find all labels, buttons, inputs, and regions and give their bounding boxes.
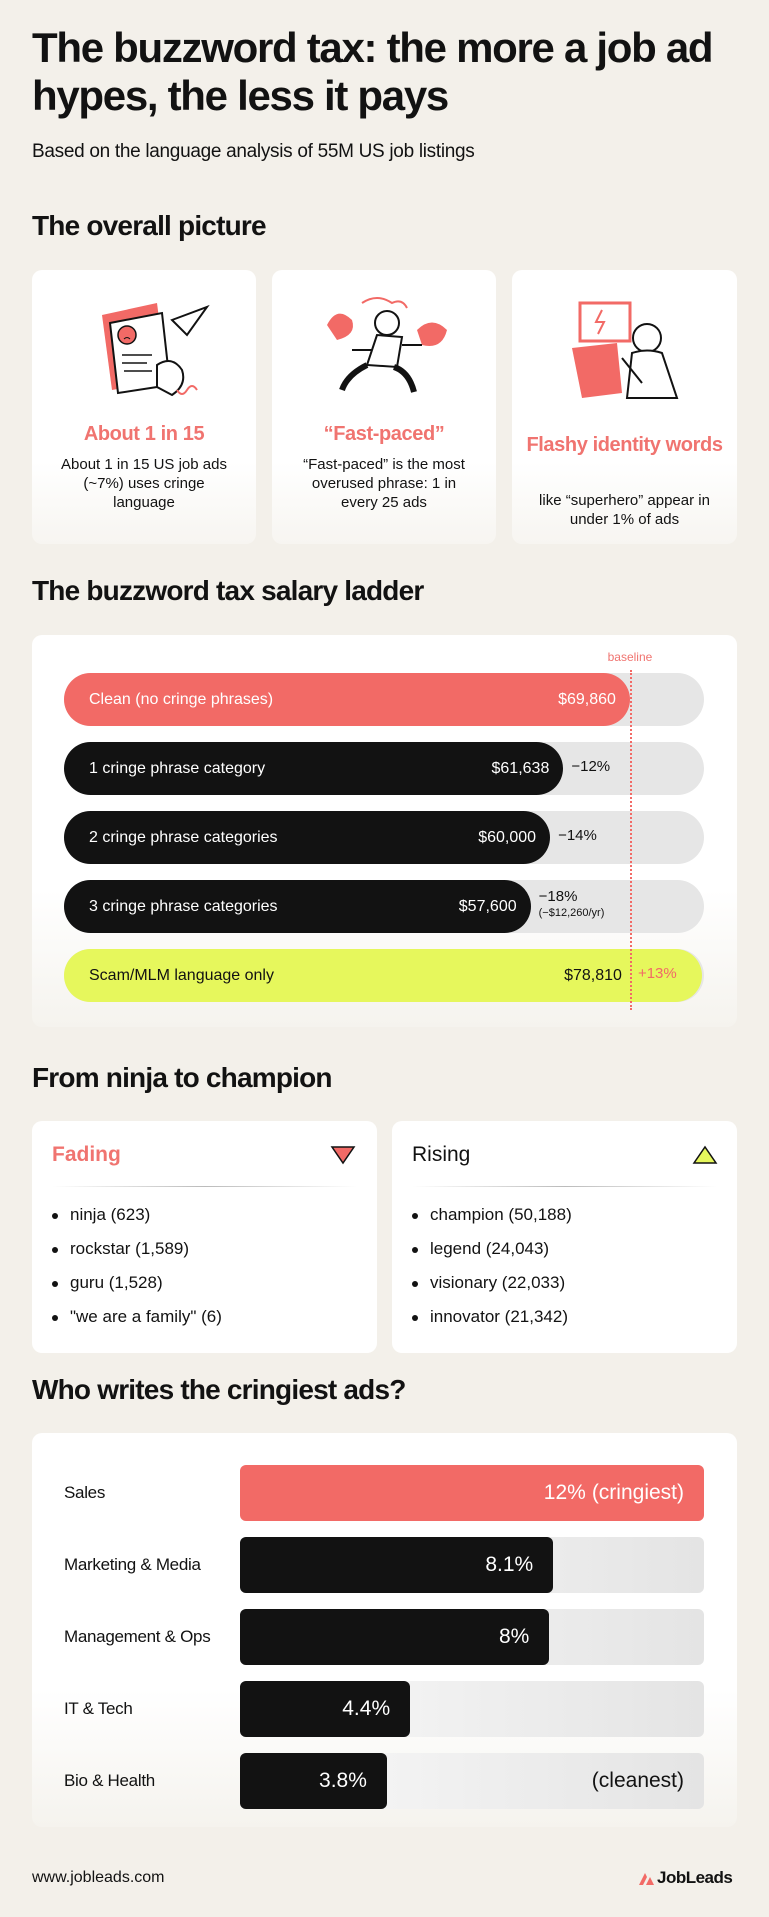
- divider: [52, 1186, 357, 1187]
- bar: Clean (no cringe phrases): [64, 673, 630, 726]
- card-title: About 1 in 15: [83, 423, 205, 445]
- section-heading: Who writes the cringiest ads?: [32, 1374, 406, 1405]
- card-title: “Fast-paced”: [323, 423, 445, 445]
- list-item: champion (50,188): [410, 1205, 572, 1239]
- value-label: 12%: [543, 1481, 586, 1504]
- list: ninja (623) rockstar (1,589) guru (1,528) "…: [50, 1205, 222, 1341]
- bar: [240, 1537, 554, 1593]
- delta-label: −14%: [558, 827, 597, 844]
- value-label: 8.1%: [485, 1553, 534, 1576]
- list-item: legend (24,043): [410, 1239, 572, 1273]
- list: champion (50,188) legend (24,043) visionar…: [410, 1205, 572, 1341]
- section-heading: The buzzword tax salary ladder: [32, 575, 424, 606]
- down-icon: [330, 1146, 356, 1165]
- value-box: 12% (cringiest): [240, 1465, 684, 1521]
- value-label: 4.4%: [342, 1697, 391, 1720]
- rising-card: Rising champion (50,188) legend (24,043) v…: [392, 1121, 737, 1353]
- card-title: Flashy identity words: [526, 434, 723, 456]
- note: (cleanest): [591, 1769, 684, 1792]
- ladder-panel: baseline Clean (no cringe phrases) $69,860…: [32, 635, 737, 1027]
- bar: [240, 1753, 387, 1809]
- row-label: Sales: [64, 1483, 106, 1502]
- value-label: $69,860: [558, 690, 616, 708]
- value-label: $61,638: [491, 759, 550, 777]
- bar: [240, 1465, 704, 1521]
- illustration: [572, 301, 679, 399]
- list-item: ninja (623): [50, 1205, 222, 1239]
- delta-note: (−$12,260/yr): [538, 907, 605, 919]
- card-title: Fading: [52, 1143, 121, 1166]
- value-label: 8%: [498, 1625, 530, 1648]
- card: Flashy identity words like “superhero” a…: [512, 270, 737, 544]
- value-label: $78,810: [564, 966, 622, 984]
- bar: Scam/MLM language only: [64, 949, 703, 1002]
- value-box: 3.8%: [240, 1753, 367, 1809]
- fading-card: Fading ninja (623) rockstar (1,589) guru (…: [32, 1121, 377, 1353]
- bar: 3 cringe phrase categories: [64, 880, 531, 933]
- section-heading: From ninja to champion: [32, 1062, 333, 1093]
- value-box: 8%: [240, 1609, 529, 1665]
- baseline-label: baseline: [607, 650, 653, 664]
- subtitle: Based on the language analysis of 55M US…: [32, 141, 475, 162]
- bar-label: Clean (no cringe phrases): [89, 690, 274, 708]
- sectors-panel: Sales 12% (cringiest) Marketing & Media 8.1%…: [32, 1433, 737, 1827]
- value-label: $57,600: [458, 897, 517, 915]
- list-item: rockstar (1,589): [50, 1239, 222, 1273]
- list-item: guru (1,528): [50, 1273, 222, 1307]
- list-item: visionary (22,033): [410, 1273, 572, 1307]
- value-label: 3.8%: [319, 1769, 367, 1792]
- row-label: Marketing & Media: [64, 1555, 201, 1574]
- value-box: 8.1%: [240, 1537, 533, 1593]
- row-label: Bio & Health: [64, 1771, 155, 1790]
- baseline-line: [629, 670, 632, 1010]
- card-title: Rising: [412, 1143, 471, 1166]
- bar: [240, 1609, 550, 1665]
- row-label: IT & Tech: [64, 1699, 133, 1718]
- value-label: $60,000: [478, 828, 537, 846]
- bar-label: 2 cringe phrase categories: [89, 828, 278, 846]
- card: “Fast-paced” “Fast-paced” is the most ov…: [272, 270, 496, 544]
- list-item: "we are a family" (6): [50, 1307, 222, 1341]
- bar: 2 cringe phrase categories: [64, 811, 551, 864]
- illustration: [327, 297, 447, 393]
- illustration: [102, 303, 210, 397]
- row-label: Management & Ops: [64, 1627, 211, 1646]
- delta-label: −12%: [571, 758, 611, 775]
- divider: [412, 1186, 717, 1187]
- bar: 1 cringe phrase category: [64, 742, 564, 795]
- footer-url: www.jobleads.com: [32, 1869, 165, 1886]
- title: The buzzword tax: the more a job ad hype…: [32, 24, 714, 119]
- delta-label: +13%: [637, 965, 677, 982]
- up-icon: [692, 1145, 718, 1164]
- bar-label: Scam/MLM language only: [89, 966, 274, 984]
- list-item: innovator (21,342): [410, 1307, 572, 1341]
- card-text: “Fast-paced” is the most overused phrase…: [303, 456, 465, 511]
- bar: [240, 1681, 411, 1737]
- section-heading: The overall picture: [32, 210, 267, 241]
- logo-icon: [639, 1873, 654, 1885]
- card-text: About 1 in 15 US job ads (~7%) uses crin…: [61, 456, 227, 511]
- note: (cringiest): [591, 1481, 684, 1504]
- footer-brand: JobLeads: [657, 1868, 733, 1887]
- bar-label: 1 cringe phrase category: [89, 759, 266, 777]
- card-text: like “superhero” appear in under 1% of a…: [539, 492, 710, 528]
- card: About 1 in 15 About 1 in 15 US job ads (…: [32, 270, 256, 544]
- delta-label: −18%: [538, 888, 578, 905]
- bar-label: 3 cringe phrase categories: [89, 897, 278, 915]
- value-box: 4.4%: [240, 1681, 390, 1737]
